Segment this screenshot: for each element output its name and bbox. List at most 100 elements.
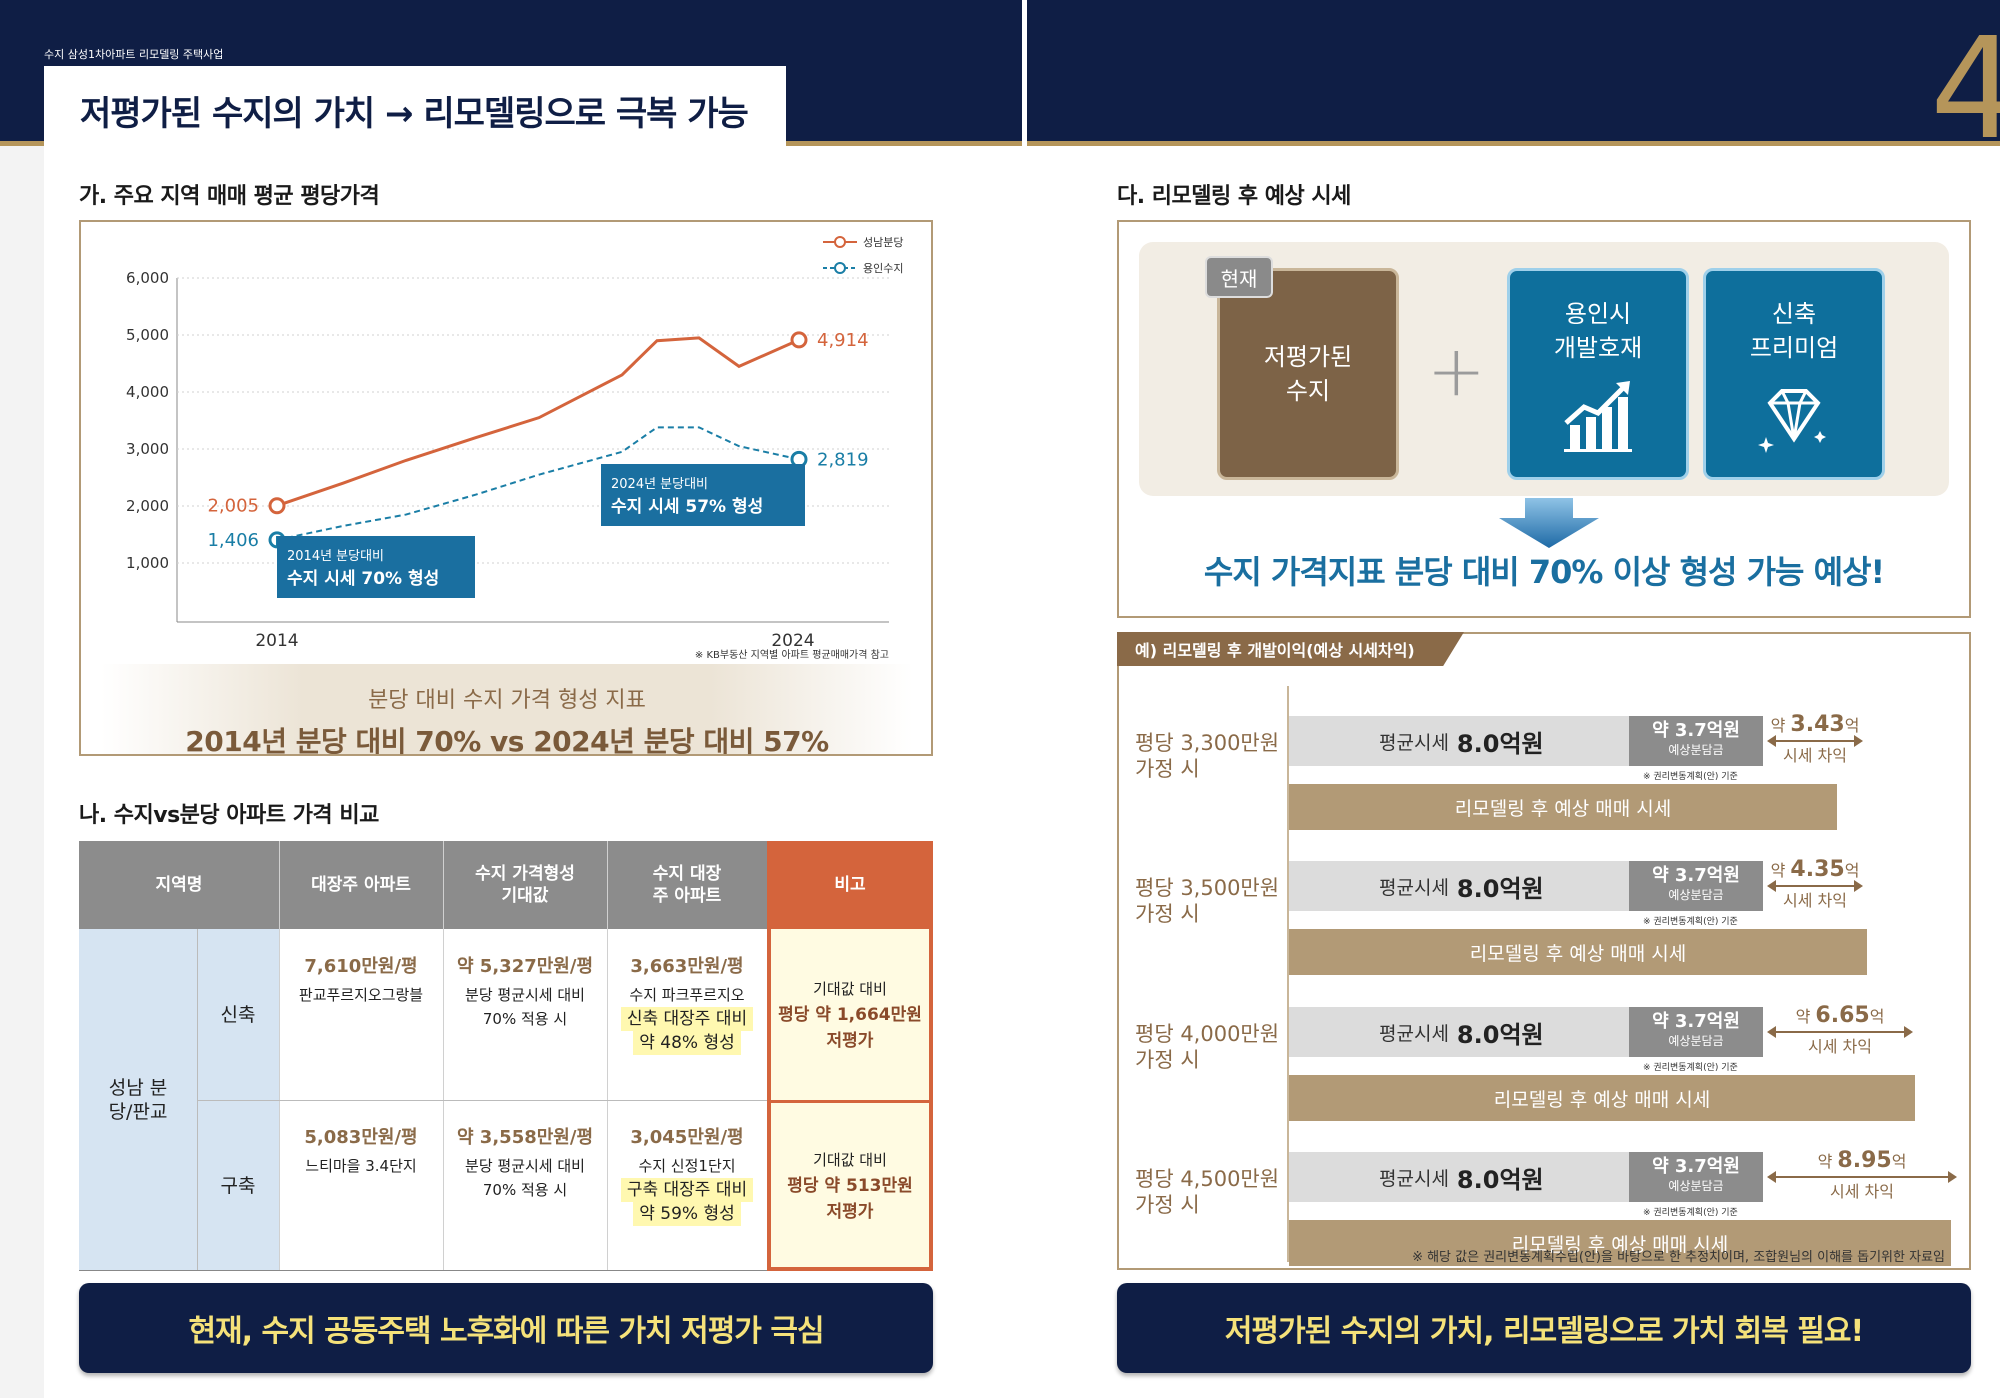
share-bar: 약 3.7억원 예상분담금	[1629, 1152, 1763, 1202]
chart-summary: 분당 대비 수지 가격 형성 지표 2014년 분당 대비 70% vs 202…	[101, 664, 913, 758]
y-tick-label: 5,000	[126, 326, 169, 344]
callout-text: 수지 시세 57% 형성	[611, 496, 763, 517]
card-text: 용인시	[1564, 300, 1632, 328]
now-tag: 현재	[1205, 256, 1273, 298]
diff-label: 약 8.95억 시세 차익	[1767, 1146, 1957, 1207]
suji-name: 수지 파크푸르지오	[629, 986, 745, 1004]
table-divider	[279, 841, 280, 1271]
table-row: 3,663만원/평 수지 파크푸르지오 신축 대장주 대비 약 48% 형성	[607, 929, 767, 1100]
diff-label: 약 6.65억 시세 차익	[1767, 1001, 1913, 1062]
table-header-leader: 대장주 아파트	[279, 841, 443, 929]
avg-price-bar: 평균시세 8.0억원	[1289, 1007, 1629, 1057]
avg-price-bar: 평균시세 8.0억원	[1289, 716, 1629, 766]
diff-arrow-icon	[1767, 1026, 1913, 1038]
suji-highlight: 신축 대장주 대비	[620, 1007, 754, 1031]
avg-value: 8.0억원	[1456, 1165, 1544, 1194]
page-gutter	[1022, 0, 1027, 1398]
avg-label: 평균시세	[1379, 1022, 1449, 1045]
share-label: 예상분담금	[1668, 888, 1724, 902]
avg-label: 평균시세	[1379, 1167, 1449, 1190]
growth-chart-icon	[1564, 381, 1632, 452]
table-row: 약 5,327만원/평 분당 평균시세 대비 70% 적용 시	[443, 929, 607, 1100]
project-name: 수지 삼성1차아파트 리모델링 주택사업	[44, 48, 224, 61]
legend-marker	[834, 262, 846, 274]
share-label: 예상분담금	[1668, 1034, 1724, 1048]
plus-icon: +	[1427, 330, 1486, 412]
callout-text: 2024년 분당대비	[611, 477, 708, 492]
share-note: ※ 권리변동계획(안) 기준	[1643, 917, 1738, 927]
table-divider	[443, 841, 444, 1271]
card-text: 저평가된	[1263, 343, 1353, 371]
note-text: 저평가	[826, 1201, 874, 1222]
legend-label: 성남분당	[863, 236, 903, 249]
forecast-result: 수지 가격지표 분당 대비 70% 이상 형성 가능 예상!	[1203, 553, 1885, 591]
table-region-cell: 성남 분당/판교	[79, 929, 197, 1271]
forecast-panel: 저평가된 수지 현재 + 용인시 개발호재 신축 프리미엄	[1139, 242, 1949, 496]
leader-price: 7,610만원/평	[304, 956, 418, 977]
case-label: 평당 4,000만원 가정 시	[1135, 1021, 1279, 1073]
table-row: 5,083만원/평 느티마을 3.4단지	[279, 1100, 443, 1271]
note-column-frame	[767, 841, 933, 1271]
remodel-price-bar: 리모델링 후 예상 매매 시세	[1289, 1075, 1915, 1121]
diff-arrow-icon	[1767, 735, 1863, 747]
avg-price-bar: 평균시세 8.0억원	[1289, 1152, 1629, 1202]
chart-source-note: ※ KB부동산 지역별 아파트 평균매매가격 참고	[695, 648, 889, 661]
case-price: 평당 3,500만원	[1135, 876, 1280, 900]
case-assume: 가정 시	[1135, 757, 1200, 781]
suji-highlight: 구축 대장주 대비	[620, 1178, 754, 1202]
diff-arrow-icon	[1767, 1171, 1957, 1183]
callout-text: 수지 시세 70% 형성	[287, 568, 439, 589]
suji-price: 3,045만원/평	[630, 1127, 744, 1148]
diff-caption: 시세 차익	[1783, 746, 1847, 765]
avg-value: 8.0억원	[1456, 1020, 1544, 1049]
callout-box-2014	[277, 536, 475, 598]
avg-value: 8.0억원	[1456, 874, 1544, 903]
section-c-title: 다. 리모델링 후 예상 시세	[1117, 184, 1351, 209]
table-row: 7,610만원/평 판교푸르지오그랑블	[279, 929, 443, 1100]
y-tick-label: 2,000	[126, 497, 169, 515]
share-value: 약 3.7억원	[1652, 865, 1740, 886]
table-note-cell: 기대값 대비 평당 약 1,664만원 저평가	[767, 929, 933, 1100]
header-gold-line	[1027, 141, 2000, 146]
page-number: 4	[1930, 8, 2000, 171]
expected-note: 70% 적용 시	[482, 1181, 568, 1199]
note-text: 저평가	[826, 1030, 874, 1051]
diff-label: 약 4.35억 시세 차익	[1767, 855, 1863, 916]
diff-unit: 억	[1891, 1152, 1907, 1171]
remodel-price-bar: 리모델링 후 예상 매매 시세	[1289, 1220, 1951, 1266]
suji-price: 3,663만원/평	[630, 956, 744, 977]
card-premium: 신축 프리미엄	[1703, 268, 1885, 480]
legend-label: 용인수지	[863, 262, 903, 275]
diff-value: 3.43	[1790, 712, 1845, 737]
case-price: 평당 4,000만원	[1135, 1022, 1280, 1046]
table-header-region: 지역명	[79, 841, 279, 929]
diff-prefix: 약	[1770, 716, 1786, 735]
share-value: 약 3.7억원	[1652, 1156, 1740, 1177]
note-divider	[771, 1100, 929, 1103]
case-price: 평당 3,300만원	[1135, 731, 1280, 755]
diff-value: 8.95	[1837, 1148, 1892, 1173]
y-tick-label: 1,000	[126, 554, 169, 572]
table-divider	[607, 841, 608, 1271]
note-amount: 평당 약 1,664만원	[778, 1004, 922, 1025]
card-text: 수지	[1285, 377, 1331, 405]
y-tick-label: 4,000	[126, 383, 169, 401]
callout-text: 2014년 분당대비	[287, 549, 384, 564]
share-bar: 약 3.7억원 예상분담금	[1629, 1007, 1763, 1057]
data-label: 2,819	[817, 449, 869, 470]
note-amount: 평당 약 513만원	[787, 1175, 913, 1196]
suji-highlight: 약 59% 형성	[633, 1202, 741, 1226]
left-margin	[0, 146, 44, 1398]
avg-price-bar: 평균시세 8.0억원	[1289, 861, 1629, 911]
note-text: 기대값 대비	[813, 1150, 887, 1169]
series-line-bundang	[276, 336, 800, 508]
case-label: 평당 4,500만원 가정 시	[1135, 1166, 1279, 1218]
x-tick-label: 2014	[255, 631, 298, 651]
profit-footnote: ※ 해당 값은 권리변동계획수립(안)을 바탕으로 한 추정치이며, 조합원님의…	[1412, 1250, 1945, 1265]
diff-prefix: 약	[1770, 861, 1786, 880]
diff-label: 약 3.43억 시세 차익	[1767, 710, 1863, 771]
table-header-suji: 수지 대장주 아파트	[607, 841, 767, 929]
callout-box-2024	[601, 464, 805, 526]
diff-arrow-icon	[1767, 880, 1863, 892]
